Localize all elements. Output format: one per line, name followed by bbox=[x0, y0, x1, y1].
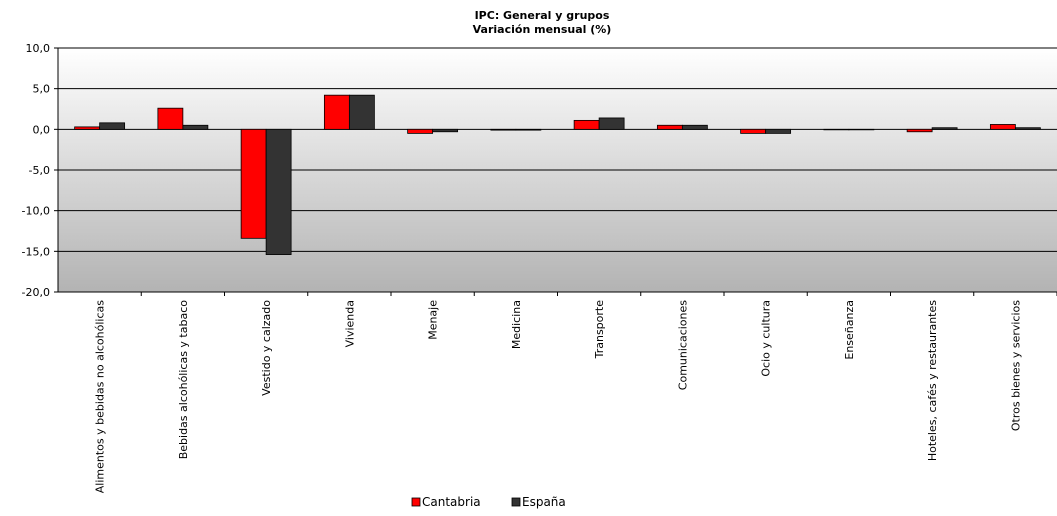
x-tick-label: Ocio y cultura bbox=[760, 300, 773, 377]
bar-espana bbox=[931, 127, 958, 130]
y-tick-label: -15,0 bbox=[22, 245, 50, 258]
bar-espana bbox=[515, 128, 542, 131]
x-tick-label: Medicina bbox=[510, 300, 523, 349]
y-tick-label: 0,0 bbox=[33, 123, 51, 136]
bar-cantabria bbox=[906, 128, 933, 133]
bar-cantabria bbox=[157, 107, 184, 130]
bar-cantabria bbox=[407, 128, 434, 134]
bar-espana bbox=[348, 94, 375, 130]
legend-swatch bbox=[511, 497, 521, 507]
bar-espana bbox=[848, 128, 875, 131]
bar-espana bbox=[681, 124, 708, 130]
x-tick-label: Bebidas alcohólicas y tabaco bbox=[177, 300, 190, 460]
legend-label: España bbox=[522, 495, 566, 509]
bar-espana bbox=[99, 122, 126, 130]
bar-cantabria bbox=[490, 128, 517, 131]
legend-swatch bbox=[411, 497, 421, 507]
bar-espana bbox=[765, 128, 792, 134]
x-tick-label: Alimentos y bebidas no alcohólicas bbox=[94, 300, 107, 493]
x-tick-label: Hoteles, cafés y restaurantes bbox=[926, 300, 939, 461]
x-tick-label: Vivienda bbox=[343, 300, 356, 347]
y-tick-label: -20,0 bbox=[22, 286, 50, 299]
bar-cantabria bbox=[74, 126, 101, 130]
bar-cantabria bbox=[323, 94, 350, 130]
y-tick-label: -5,0 bbox=[29, 164, 50, 177]
bar-cantabria bbox=[240, 128, 267, 239]
y-tick-label: 10,0 bbox=[26, 42, 51, 55]
x-tick-label: Menaje bbox=[427, 300, 440, 340]
bar-cantabria bbox=[989, 124, 1016, 130]
bar-espana bbox=[1014, 127, 1041, 130]
bar-espana bbox=[182, 124, 209, 130]
x-tick-label: Otros bienes y servicios bbox=[1009, 300, 1022, 431]
x-tick-label: Transporte bbox=[593, 300, 606, 360]
chart-title: IPC: General y grupos bbox=[475, 9, 610, 22]
bar-espana bbox=[265, 128, 292, 255]
y-tick-label: 5,0 bbox=[33, 83, 51, 96]
y-tick-label: -10,0 bbox=[22, 205, 50, 218]
bar-cantabria bbox=[740, 128, 767, 134]
bar-espana bbox=[432, 128, 459, 133]
x-tick-label: Comunicaciones bbox=[676, 300, 689, 390]
bar-espana bbox=[598, 117, 625, 130]
bar-cantabria bbox=[656, 124, 683, 130]
x-tick-label: Vestido y calzado bbox=[260, 300, 273, 396]
chart-subtitle: Variación mensual (%) bbox=[473, 23, 612, 36]
bar-cantabria bbox=[573, 119, 600, 130]
legend-label: Cantabria bbox=[422, 495, 481, 509]
bar-cantabria bbox=[823, 128, 850, 131]
x-tick-label: Enseñanza bbox=[843, 300, 856, 360]
